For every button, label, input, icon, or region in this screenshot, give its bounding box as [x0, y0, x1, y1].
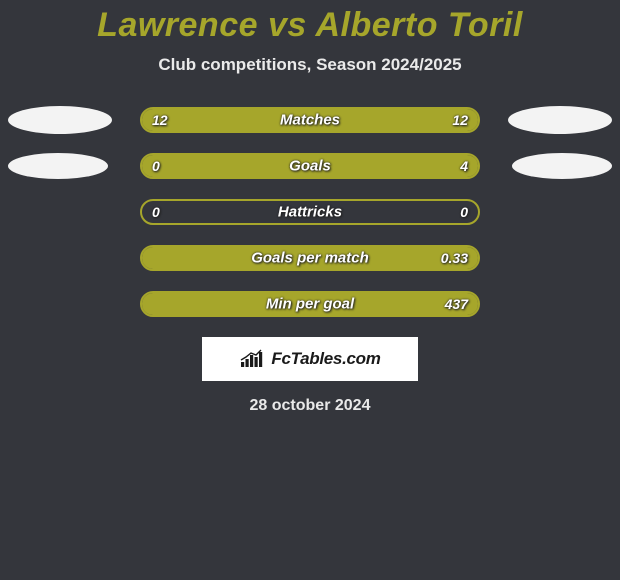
comparison-row: 1212Matches — [0, 107, 620, 133]
stat-value-right: 437 — [445, 296, 468, 312]
page-title: Lawrence vs Alberto Toril — [0, 6, 620, 45]
player-ellipse-right — [512, 153, 612, 179]
subtitle: Club competitions, Season 2024/2025 — [0, 55, 620, 75]
stat-value-right: 0 — [460, 204, 468, 220]
comparison-row: 0.33Goals per match — [0, 245, 620, 271]
stat-value-left: 0 — [152, 204, 160, 220]
comparison-row: 437Min per goal — [0, 291, 620, 317]
comparison-row: 0 0Hattricks — [0, 199, 620, 225]
player-ellipse-right — [508, 106, 612, 134]
brand-text: FcTables.com — [271, 349, 380, 369]
stat-value-left: 12 — [152, 112, 168, 128]
stat-value-right: 0.33 — [441, 250, 468, 266]
bar-fill-right — [142, 247, 478, 269]
bar-fill-right — [202, 155, 478, 177]
player-ellipse-left — [8, 106, 112, 134]
stat-bar: 0 0Hattricks — [140, 199, 480, 225]
player-ellipse-left — [8, 153, 108, 179]
comparison-rows: 1212Matches04Goals00Hattricks0.33Goals p… — [0, 107, 620, 317]
stat-bar: 0.33Goals per match — [140, 245, 480, 271]
comparison-row: 04Goals — [0, 153, 620, 179]
bar-chart-icon — [239, 349, 265, 369]
date-stamp: 28 october 2024 — [0, 397, 620, 415]
stat-bar: 04Goals — [140, 153, 480, 179]
stat-value-right: 12 — [452, 112, 468, 128]
bar-fill-right — [142, 293, 478, 315]
stat-value-right: 4 — [460, 158, 468, 174]
stat-label: Hattricks — [142, 204, 478, 221]
brand-badge: FcTables.com — [202, 337, 418, 381]
stat-bar: 1212Matches — [140, 107, 480, 133]
container: Lawrence vs Alberto Toril Club competiti… — [0, 0, 620, 580]
stat-bar: 437Min per goal — [140, 291, 480, 317]
stat-value-left: 0 — [152, 158, 160, 174]
